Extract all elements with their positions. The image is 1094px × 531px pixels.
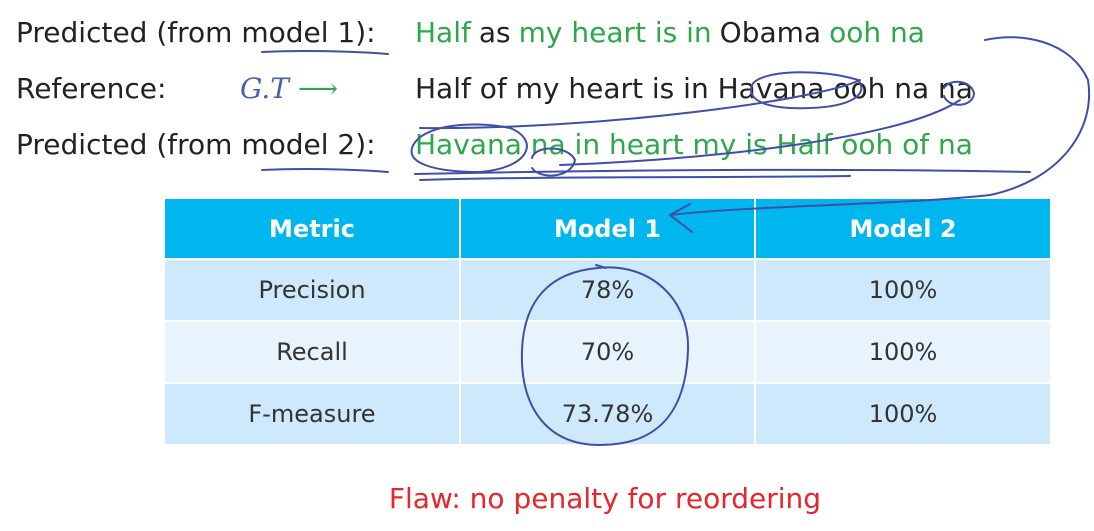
header-model2: Model 2	[755, 199, 1050, 260]
underline-pred2-text	[414, 168, 1031, 175]
pred1-word: Half	[415, 16, 471, 49]
pred1-word: as	[478, 16, 511, 49]
model2-cell: 100%	[755, 383, 1050, 446]
reference-label: Reference:	[16, 72, 167, 105]
table-row: Precision 78% 100%	[165, 259, 1050, 322]
predicted-model1-label: Predicted (from model 1):	[16, 16, 376, 49]
underline-model1	[261, 49, 389, 55]
predicted-model1-line: Predicted (from model 1): Half as my heart…	[16, 16, 925, 49]
flaw-note: Flaw: no penalty for reordering	[388, 482, 822, 515]
pred1-word: ooh na	[829, 16, 925, 49]
metrics-table: Metric Model 1 Model 2 Precision 78% 100…	[165, 199, 1050, 446]
predicted-model2-label: Predicted (from model 2):	[16, 128, 376, 161]
metric-cell: F-measure	[165, 383, 461, 446]
table-header-row: Metric Model 1 Model 2	[165, 199, 1050, 260]
underline-pred2-text-2	[419, 175, 851, 181]
underline-model2	[261, 167, 389, 173]
table-row: Recall 70% 100%	[165, 321, 1050, 384]
model2-cell: 100%	[755, 321, 1050, 384]
predicted-model2-line: Predicted (from model 2): Havana na in h…	[16, 128, 973, 161]
reference-text: Half of my heart is in Havana ooh na na	[415, 72, 973, 105]
metric-cell: Precision	[165, 259, 461, 322]
gt-annotation: G.T ⟶	[240, 72, 338, 105]
model1-cell: 78%	[460, 259, 756, 322]
predicted-model1-text: Half as my heart is in Obama ooh na	[415, 16, 933, 49]
arrow-icon: ⟶	[297, 72, 338, 105]
underline-pred1-text	[669, 36, 1091, 216]
metric-cell: Recall	[165, 321, 461, 384]
header-metric: Metric	[165, 199, 461, 260]
model1-cell: 70%	[460, 321, 756, 384]
table-row: F-measure 73.78% 100%	[165, 383, 1050, 446]
pred1-word: my heart is in	[518, 16, 712, 49]
reference-line: Reference: G.T ⟶ Half of my heart is in …	[16, 72, 973, 105]
header-model1: Model 1	[460, 199, 756, 260]
gt-annotation-text: G.T	[240, 72, 289, 105]
pred1-word: Obama	[719, 16, 822, 49]
model2-cell: 100%	[755, 259, 1050, 322]
model1-cell: 73.78%	[460, 383, 756, 446]
predicted-model2-text: Havana na in heart my is Half ooh of na	[415, 128, 973, 161]
